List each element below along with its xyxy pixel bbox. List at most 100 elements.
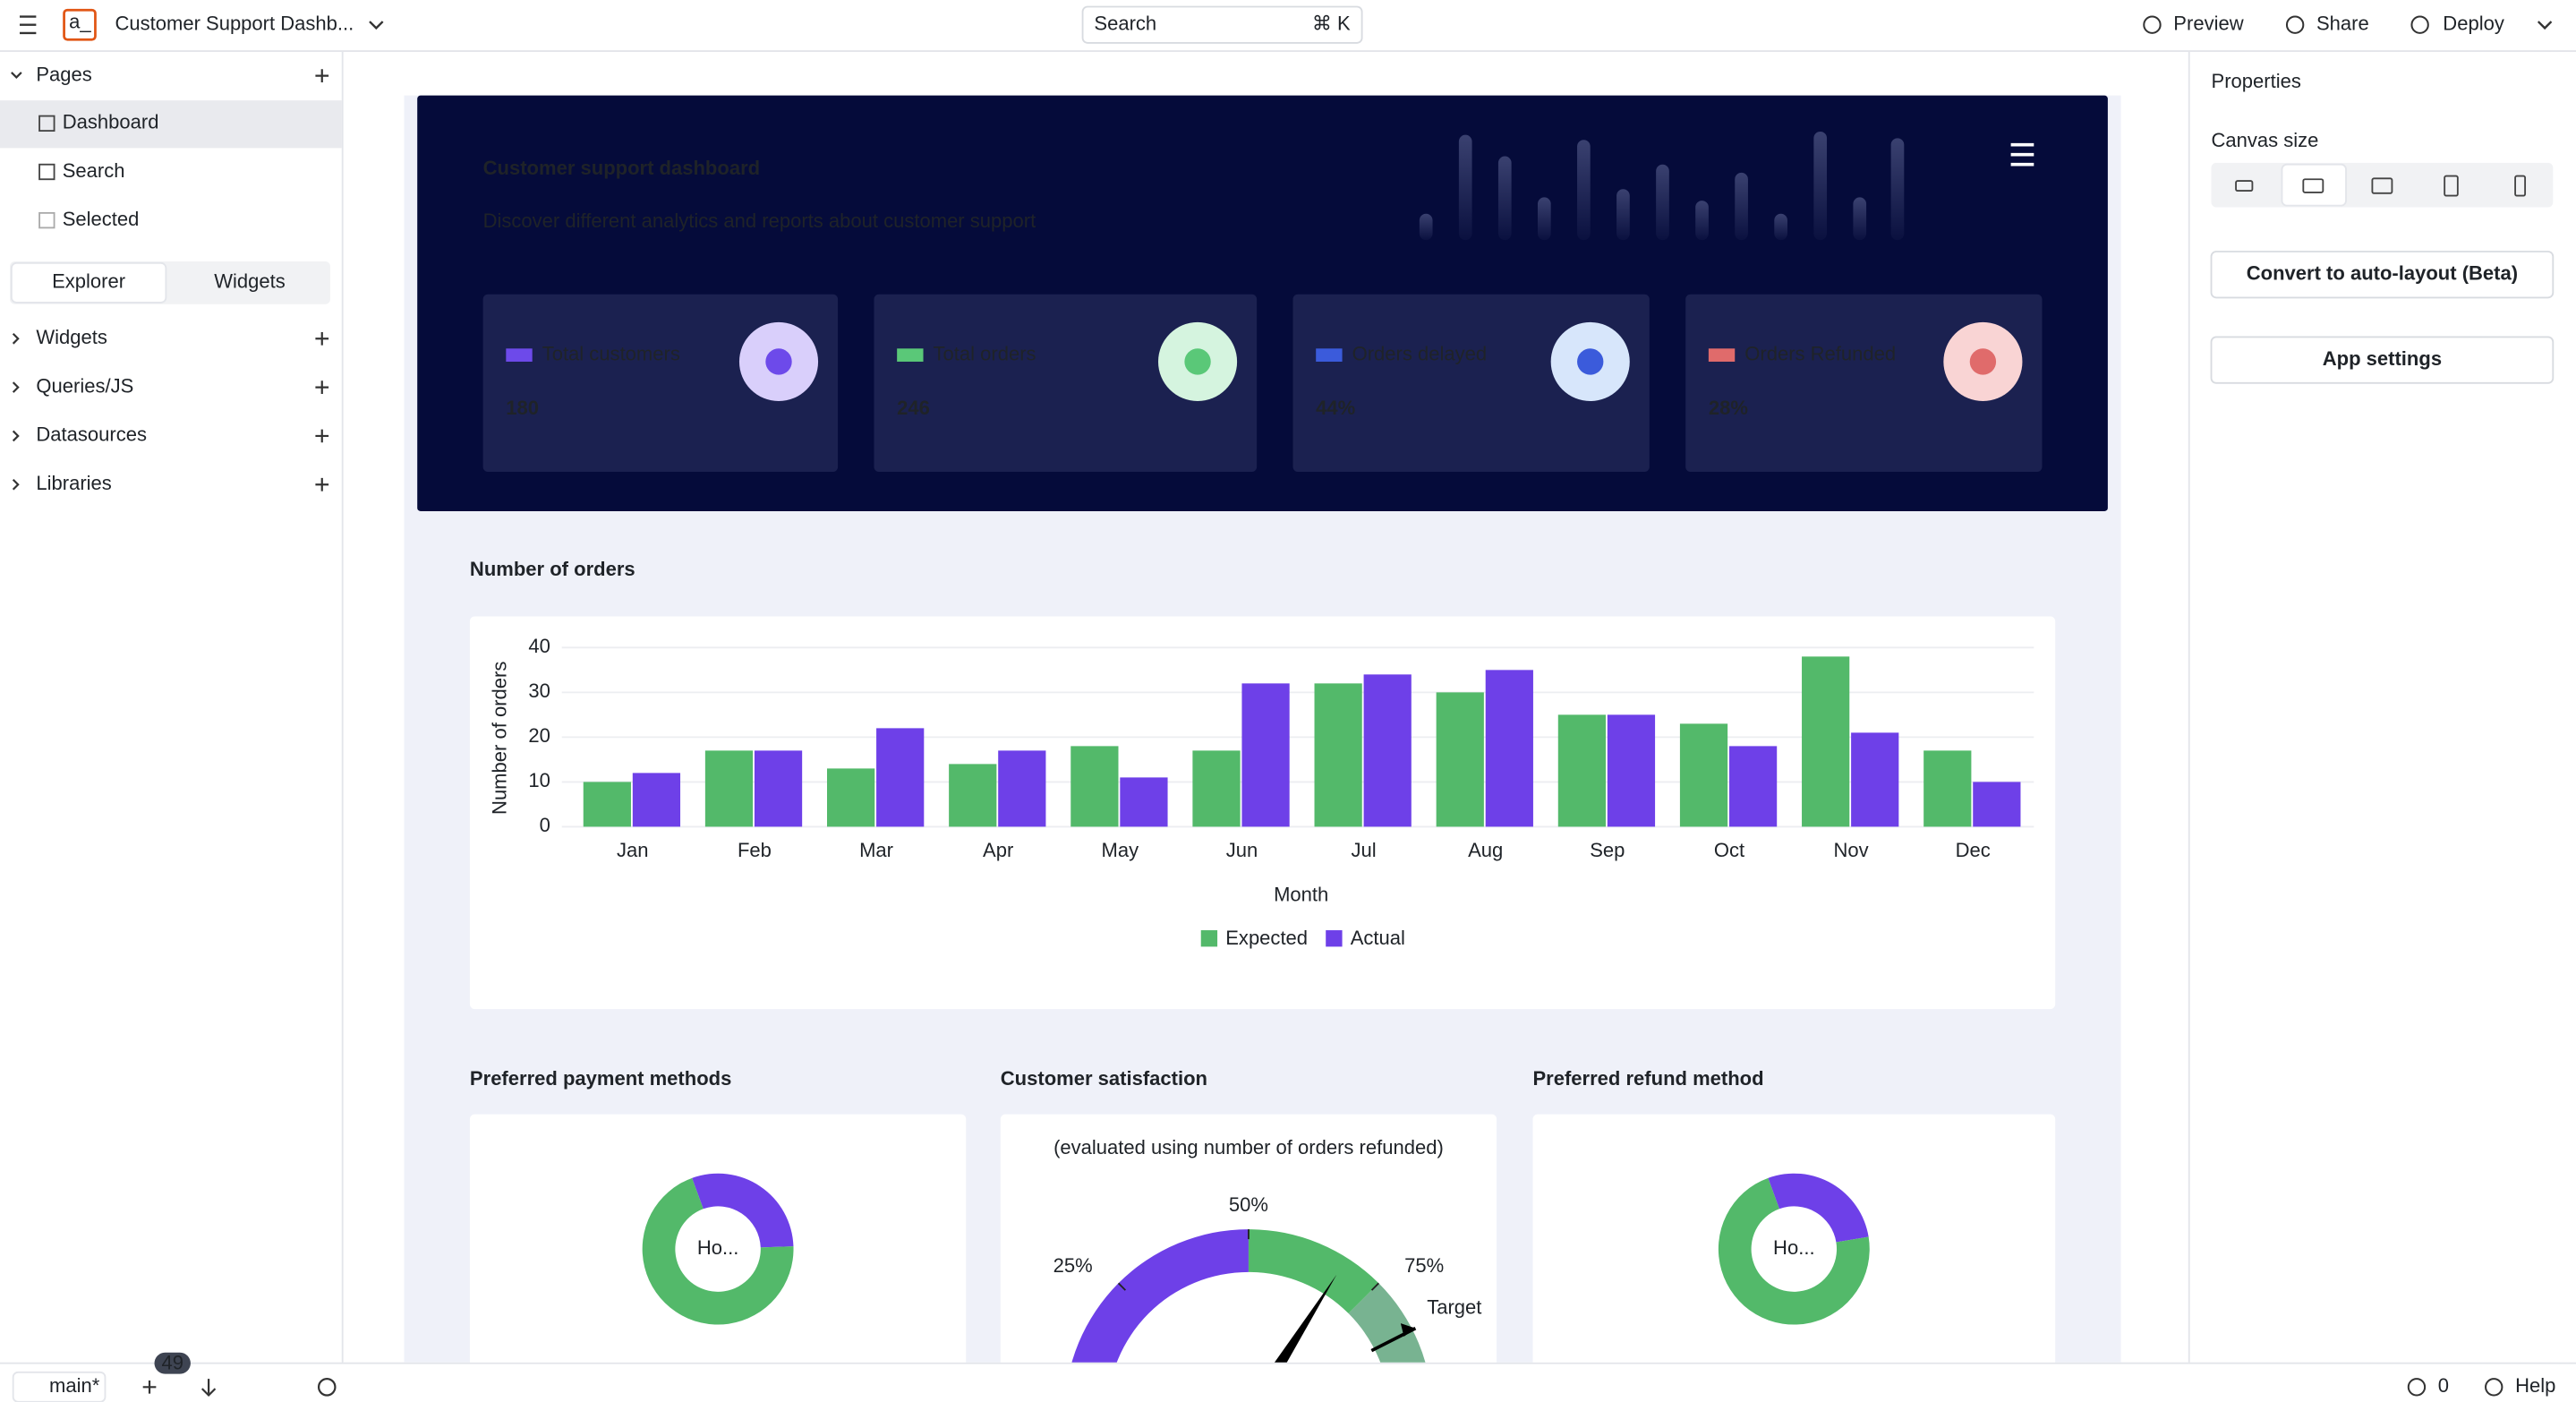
- canvas-size-option[interactable]: [2235, 180, 2254, 192]
- page-icon: [38, 115, 55, 133]
- bar: [1557, 714, 1607, 827]
- page-link[interactable]: Dashboard: [63, 111, 159, 133]
- x-tick-label: May: [1102, 839, 1139, 861]
- search-box[interactable]: [1081, 5, 1363, 44]
- bar: [1436, 692, 1484, 827]
- settings-icon[interactable]: [317, 1378, 337, 1397]
- button[interactable]: [2210, 336, 2555, 384]
- donut-segment: [1768, 1173, 1869, 1243]
- badge: [154, 1352, 191, 1374]
- bar: [1120, 777, 1168, 827]
- action-button[interactable]: Deploy: [2443, 13, 2504, 35]
- stat-value: 246: [897, 397, 930, 419]
- logo-mark: a_: [69, 11, 91, 33]
- bar: [1923, 750, 1972, 827]
- stat-color-key: [897, 348, 924, 362]
- app-name[interactable]: Customer Support Dashb...: [115, 13, 354, 35]
- chart-card: [1532, 1114, 2056, 1363]
- logo: [63, 8, 97, 41]
- bar: [949, 764, 997, 827]
- dashboard-title: Customer support dashboard: [483, 157, 760, 179]
- add-icon[interactable]: [315, 477, 329, 492]
- bar: [1314, 683, 1362, 827]
- gauge-tick-label: 25%: [1053, 1254, 1093, 1277]
- stat-label: Total orders: [934, 342, 1036, 364]
- y-tick-label: 0: [540, 814, 550, 836]
- x-tick-label: Dec: [1956, 839, 1991, 861]
- tab[interactable]: Widgets: [214, 270, 286, 293]
- bar: [1363, 674, 1412, 827]
- gauge-tick-label: 75%: [1404, 1254, 1444, 1277]
- bar: [827, 768, 875, 827]
- panel-title: Properties: [2212, 70, 2301, 92]
- decoration-bar: [1774, 213, 1787, 241]
- add-icon[interactable]: [315, 429, 329, 443]
- bar: [704, 750, 754, 827]
- gauge-band: [1348, 1283, 1426, 1363]
- help-link[interactable]: Help: [2515, 1374, 2555, 1397]
- chevron: [369, 21, 384, 30]
- bar: [1485, 670, 1533, 827]
- action-icon: [2410, 15, 2429, 34]
- stat-icon: [1184, 348, 1211, 375]
- add-icon[interactable]: [142, 1380, 157, 1394]
- x-tick-label: Oct: [1714, 839, 1744, 861]
- stat-icon: [765, 348, 792, 375]
- x-tick-label: Aug: [1468, 839, 1503, 861]
- sidebar-section[interactable]: Libraries: [36, 472, 111, 494]
- decoration-bar: [1695, 201, 1709, 241]
- x-tick-label: Mar: [859, 839, 893, 861]
- canvas-size-option[interactable]: [2302, 178, 2324, 193]
- add-icon[interactable]: [315, 331, 329, 346]
- button[interactable]: [2210, 251, 2555, 299]
- canvas-size-option[interactable]: [2444, 175, 2459, 197]
- button-label: Convert to auto-layout (Beta): [2247, 262, 2518, 285]
- bar: [1607, 714, 1656, 827]
- tab[interactable]: Explorer: [52, 270, 125, 293]
- sidebar-section[interactable]: Widgets: [36, 326, 107, 348]
- y-tick-label: 10: [528, 769, 550, 791]
- legend-label[interactable]: Expected: [1225, 927, 1308, 949]
- segment-active: [2281, 163, 2347, 207]
- x-tick-label: Sep: [1590, 839, 1625, 861]
- action-button[interactable]: Share: [2316, 13, 2369, 35]
- bar: [998, 750, 1046, 827]
- decoration-bar: [1537, 197, 1551, 241]
- sidebar-section[interactable]: Datasources: [36, 423, 147, 446]
- x-tick-label: Feb: [738, 839, 772, 861]
- section-title: Number of orders: [470, 558, 635, 580]
- decoration-bar: [1813, 132, 1828, 241]
- pull-icon[interactable]: [200, 1379, 217, 1398]
- gauge-tick: [1370, 1282, 1379, 1291]
- canvas-size-option[interactable]: [2514, 175, 2527, 197]
- bar: [583, 782, 631, 827]
- page-link[interactable]: Search: [63, 159, 125, 182]
- x-tick-label: Jun: [1226, 839, 1258, 861]
- legend-label[interactable]: Actual: [1351, 927, 1405, 949]
- chevron: [11, 72, 22, 80]
- tab-active: [10, 261, 167, 303]
- bar: [1802, 656, 1850, 827]
- add-icon[interactable]: [315, 69, 329, 82]
- add-icon[interactable]: [315, 380, 329, 394]
- stat-value: 180: [506, 397, 539, 419]
- action-button[interactable]: Preview: [2173, 13, 2243, 35]
- search-placeholder: Search: [1094, 13, 1156, 35]
- stat-color-key: [1708, 348, 1736, 362]
- chevron: [12, 478, 20, 491]
- donut-segment: [692, 1173, 794, 1248]
- button-label: App settings: [2323, 347, 2442, 370]
- decoration-bar: [1890, 138, 1905, 241]
- help-icon: [2485, 1378, 2503, 1397]
- page-link[interactable]: Selected: [63, 208, 140, 230]
- sidebar-section[interactable]: Queries/JS: [36, 374, 133, 397]
- legend-swatch: [1200, 930, 1218, 947]
- decoration-bar: [1497, 156, 1512, 241]
- stat-color-key: [506, 348, 533, 362]
- stat-label: Orders Refunded: [1744, 342, 1896, 364]
- canvas-size-option[interactable]: [2371, 177, 2393, 194]
- section-title: Pages: [36, 63, 91, 85]
- stat-color-key: [1316, 348, 1343, 362]
- bar: [632, 773, 681, 827]
